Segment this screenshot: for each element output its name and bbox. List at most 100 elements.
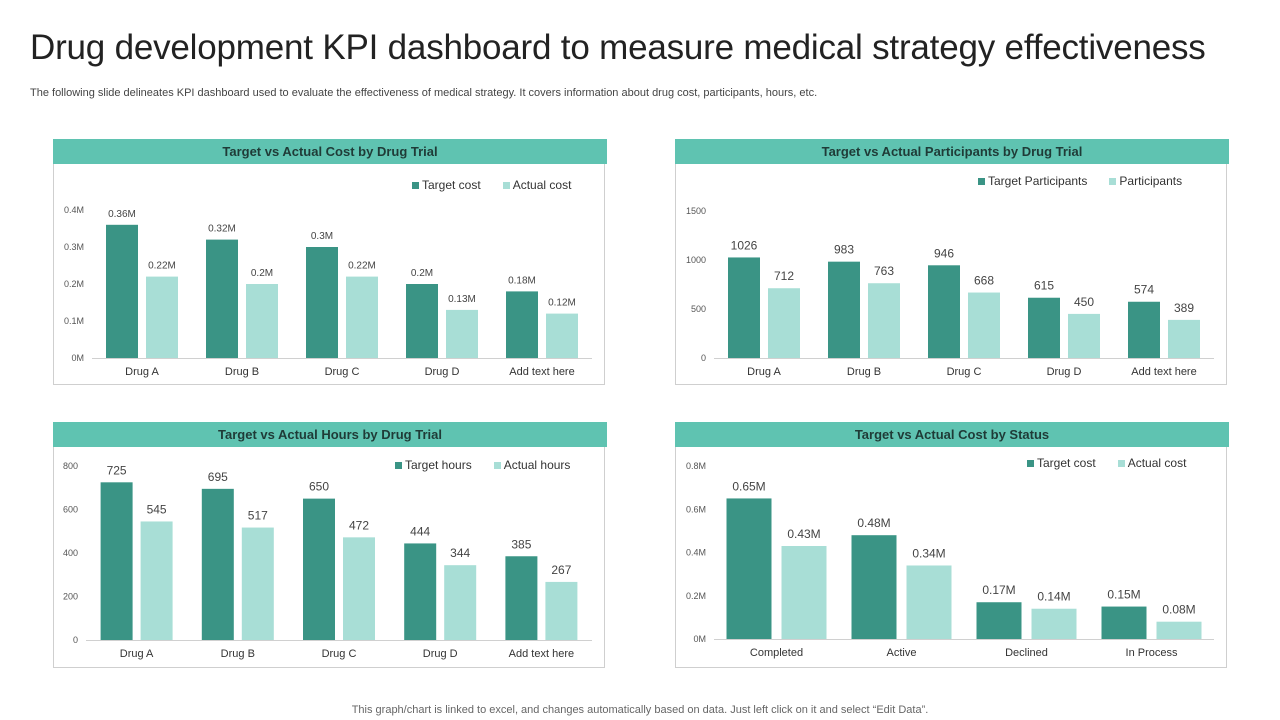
data-label: 385	[511, 537, 531, 551]
data-label: 0.08M	[1162, 603, 1195, 617]
data-label: 650	[309, 480, 329, 494]
target-bar	[1101, 606, 1147, 639]
actual-bar	[241, 527, 274, 640]
chart-legend: Target hours Actual hours	[395, 458, 570, 472]
target-bar	[851, 535, 897, 639]
legend-item: Actual cost	[1117, 456, 1186, 470]
y-tick-label: 0.1M	[64, 316, 84, 326]
actual-bar	[906, 565, 952, 639]
participants-by-drug-trial-chart[interactable]: 0 500 1000 1500 1026 712 Drug A 983 763 Drug B 946…	[676, 164, 1228, 386]
legend-item: Participants	[1109, 174, 1182, 188]
chart-legend: Target cost Actual cost	[1027, 456, 1186, 470]
category-label: Drug B	[847, 366, 881, 378]
hours-by-drug-trial-panel[interactable]: Target vs Actual Hours by Drug Trial 0 20…	[53, 422, 607, 669]
y-tick-label: 0M	[71, 353, 84, 363]
data-label: 0.2M	[411, 268, 433, 279]
actual-bar	[446, 309, 478, 358]
panel-title: Target vs Actual Cost by Status	[675, 422, 1229, 447]
y-tick-label: 200	[63, 592, 78, 602]
hours-by-drug-trial-chart[interactable]: 0 200 400 600 800 725 545 Drug A 695 517 Drug B 650…	[54, 447, 606, 669]
target-bar	[306, 247, 338, 358]
legend-swatch	[1117, 459, 1125, 467]
data-label: 0.22M	[148, 261, 176, 272]
legend-item: Actual hours	[493, 458, 570, 472]
y-tick-label: 0.2M	[64, 279, 84, 289]
actual-bar	[444, 565, 477, 640]
cost-by-status-chart[interactable]: 0M 0.2M 0.4M 0.6M 0.8M 0.65M 0.43M Completed 0.4…	[676, 447, 1228, 669]
legend-swatch	[502, 181, 510, 189]
actual-bar	[140, 521, 173, 640]
cost-by-status-panel[interactable]: Target vs Actual Cost by Status 0M 0.2M 0.…	[675, 422, 1229, 669]
legend-swatch	[395, 461, 402, 469]
actual-bar	[968, 292, 1000, 358]
category-label: Add text here	[509, 366, 574, 378]
actual-bar	[768, 288, 800, 358]
data-label: 0.34M	[912, 546, 945, 560]
target-bar	[1028, 297, 1060, 358]
data-label: 668	[974, 274, 994, 288]
target-bar	[404, 543, 437, 640]
target-bar	[1128, 301, 1160, 358]
category-label: Drug C	[325, 366, 360, 378]
participants-by-drug-trial-panel[interactable]: Target vs Actual Participants by Drug Tr…	[675, 139, 1229, 386]
y-tick-label: 0.6M	[686, 504, 706, 514]
panel-title: Target vs Actual Hours by Drug Trial	[53, 422, 607, 447]
actual-bar	[868, 283, 900, 358]
data-label: 615	[1034, 279, 1054, 293]
data-label: 0.22M	[348, 261, 376, 272]
y-tick-label: 0.4M	[686, 548, 706, 558]
target-bar	[505, 556, 538, 640]
cost-by-drug-trial-chart[interactable]: 0M 0.1M 0.2M 0.3M 0.4M 0.36M 0.22M Drug A 0.32M 0…	[54, 164, 606, 386]
data-label: 0.18M	[508, 275, 536, 286]
target-bar	[928, 265, 960, 358]
data-label: 763	[874, 264, 894, 278]
legend-swatch	[412, 181, 419, 189]
y-tick-label: 0	[701, 353, 706, 363]
data-label: 0.3M	[311, 231, 333, 242]
data-label: 0.15M	[1107, 588, 1140, 602]
data-label: 0.12M	[548, 298, 576, 309]
cost-by-drug-trial-panel[interactable]: Target vs Actual Cost by Drug Trial 0M 0.…	[53, 139, 607, 386]
legend-label: Participants	[1119, 174, 1183, 188]
data-label: 946	[934, 246, 954, 260]
actual-bar	[1031, 608, 1077, 639]
legend-swatch	[493, 461, 501, 469]
panel-title: Target vs Actual Participants by Drug Tr…	[675, 139, 1229, 164]
data-label: 0.43M	[787, 527, 820, 541]
legend-swatch	[1109, 177, 1117, 185]
category-label: Drug A	[747, 366, 781, 378]
actual-bar	[1156, 621, 1202, 639]
legend-item: Actual cost	[502, 178, 571, 192]
data-label: 0.48M	[857, 516, 890, 530]
target-bar	[106, 224, 138, 358]
target-bar	[728, 257, 760, 358]
actual-bar	[246, 284, 278, 358]
data-label: 574	[1134, 283, 1154, 297]
legend-item: Target hours	[395, 458, 472, 472]
chart-legend: Target cost Actual cost	[412, 178, 571, 192]
footer-note: This graph/chart is linked to excel, and…	[351, 704, 929, 716]
data-label: 450	[1074, 295, 1094, 309]
target-bar	[506, 291, 538, 358]
actual-bar	[545, 581, 578, 640]
panel-title: Target vs Actual Cost by Drug Trial	[53, 139, 607, 164]
target-bar	[726, 498, 772, 639]
data-label: 472	[349, 518, 369, 532]
category-label: Drug A	[120, 648, 154, 660]
data-label: 267	[551, 563, 571, 577]
target-bar	[406, 284, 438, 358]
category-label: Active	[887, 647, 917, 659]
category-label: Drug A	[125, 366, 159, 378]
target-bar	[206, 239, 238, 358]
legend-label: Target hours	[405, 458, 472, 472]
category-label: Completed	[750, 647, 803, 659]
legend-swatch	[978, 177, 985, 185]
page-subtitle: The following slide delineates KPI dashb…	[30, 87, 818, 99]
target-bar	[201, 488, 234, 640]
actual-bar	[1068, 313, 1100, 358]
chart-legend: Target Participants Participants	[978, 174, 1182, 188]
y-tick-label: 500	[691, 304, 706, 314]
data-label: 725	[107, 463, 127, 477]
page-title: Drug development KPI dashboard to measur…	[30, 28, 1206, 67]
data-label: 712	[774, 269, 794, 283]
